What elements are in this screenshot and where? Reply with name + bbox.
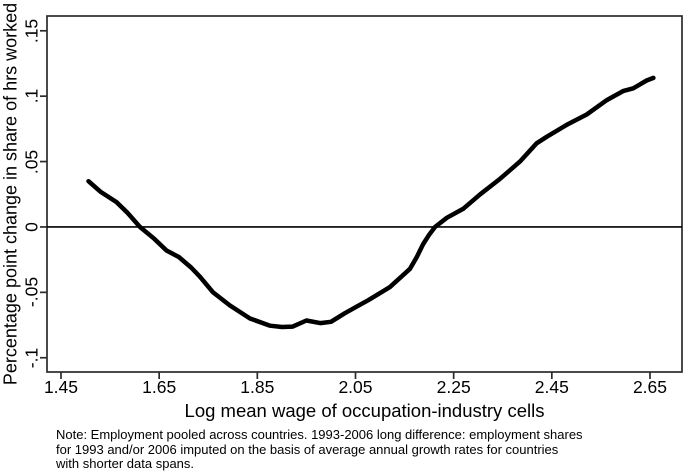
x-tick-label: 2.65 <box>632 377 668 397</box>
x-tick-label: 1.85 <box>240 377 275 397</box>
y-tick-label: .15 <box>21 18 42 43</box>
y-tick-label: .05 <box>21 149 42 174</box>
y-tick-label: .1 <box>21 88 42 104</box>
x-tick-label: 1.45 <box>43 377 79 397</box>
plot-border <box>46 15 683 373</box>
y-tick-label: -.05 <box>21 277 42 308</box>
y-axis-title: Percentage point change in share of hrs … <box>0 2 21 386</box>
y-tick-label: -.1 <box>21 347 42 368</box>
y-tick-label: 0 <box>21 222 42 232</box>
figure-note: Note: Employment pooled across countries… <box>56 427 583 471</box>
employment-change-curve <box>86 75 656 330</box>
x-tick-label: 1.65 <box>142 377 177 397</box>
x-tick-label: 2.45 <box>534 377 569 397</box>
x-tick-label: 2.25 <box>436 377 471 397</box>
x-axis-title: Log mean wage of occupation-industry cel… <box>184 400 545 421</box>
x-tick-label: 2.05 <box>338 377 373 397</box>
